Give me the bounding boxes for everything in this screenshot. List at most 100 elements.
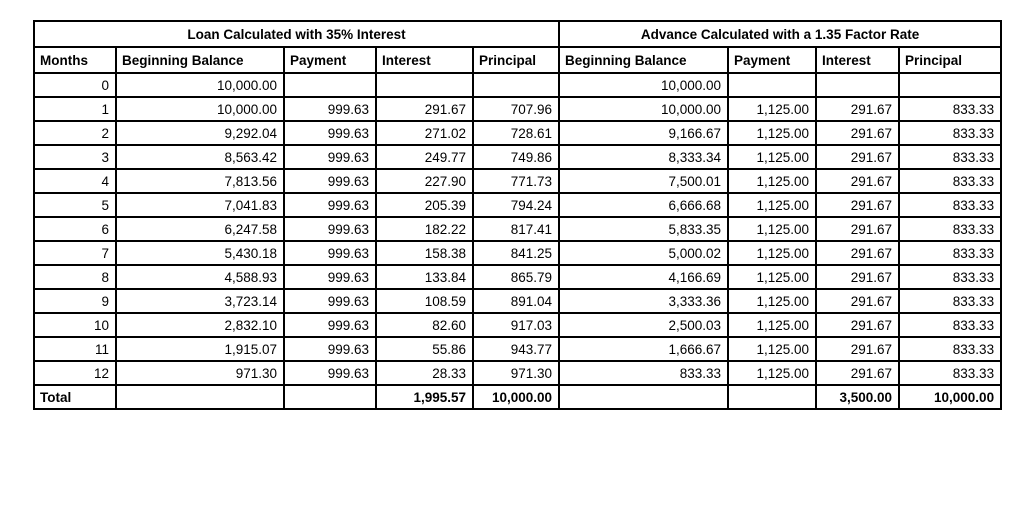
value-cell: 108.59 <box>375 288 474 314</box>
loan-vs-advance-comparison: Loan Calculated with 35% Interest Advanc… <box>32 20 1003 410</box>
value-cell: 5,833.35 <box>558 216 730 242</box>
value-cell: 833.33 <box>558 360 730 386</box>
value-cell <box>283 72 377 98</box>
table-row: 9 3,723.14 999.63 108.59 891.04 3,333.36 1,125… <box>33 288 1003 314</box>
value-cell: 7,041.83 <box>115 192 285 218</box>
value-cell: 1,125.00 <box>727 312 818 338</box>
value-cell: 999.63 <box>283 336 377 362</box>
value-cell: 291.67 <box>815 264 901 290</box>
value-cell: 291.67 <box>815 96 901 122</box>
value-cell: 3,333.36 <box>558 288 730 314</box>
value-cell: 291.67 <box>815 360 901 386</box>
month-cell: 11 <box>33 336 117 362</box>
value-cell: 8,333.34 <box>558 144 730 170</box>
value-cell: 1,125.00 <box>727 216 818 242</box>
column-header-loan-beginning-balance: Beginning Balance <box>115 46 285 74</box>
value-cell: 291.67 <box>815 240 901 266</box>
value-cell: 9,166.67 <box>558 120 730 146</box>
table-row: 6 6,247.58 999.63 182.22 817.41 5,833.35 1,125… <box>33 216 1003 242</box>
value-cell: 4,166.69 <box>558 264 730 290</box>
value-cell: 28.33 <box>375 360 474 386</box>
column-header-loan-principal: Principal <box>471 46 561 74</box>
value-cell: 1,666.67 <box>558 336 730 362</box>
value-cell: 999.63 <box>283 288 377 314</box>
value-cell: 891.04 <box>471 288 561 314</box>
table-row: 7 5,430.18 999.63 158.38 841.25 5,000.02 1,125… <box>33 240 1003 266</box>
month-cell: 10 <box>33 312 117 338</box>
right-section-title: Advance Calculated with a 1.35 Factor Ra… <box>558 20 1003 48</box>
value-cell: 205.39 <box>375 192 474 218</box>
value-cell: 999.63 <box>283 144 377 170</box>
value-cell: 4,588.93 <box>115 264 285 290</box>
value-cell: 3,500.00 <box>815 384 901 410</box>
value-cell: 817.41 <box>471 216 561 242</box>
section-title-row: Loan Calculated with 35% Interest Advanc… <box>32 20 1003 48</box>
value-cell <box>815 72 901 98</box>
value-cell: 271.02 <box>375 120 474 146</box>
value-cell: 999.63 <box>283 312 377 338</box>
value-cell <box>375 72 474 98</box>
value-cell: 1,125.00 <box>727 240 818 266</box>
value-cell: 971.30 <box>471 360 561 386</box>
value-cell: 833.33 <box>898 264 1003 290</box>
table-row: 0 10,000.00 10,000.00 <box>33 72 1003 98</box>
value-cell: 1,125.00 <box>727 360 818 386</box>
value-cell: 865.79 <box>471 264 561 290</box>
column-header-loan-payment: Payment <box>283 46 377 74</box>
value-cell: 999.63 <box>283 264 377 290</box>
month-cell: 12 <box>33 360 117 386</box>
value-cell <box>558 384 730 410</box>
value-cell: 999.63 <box>283 120 377 146</box>
value-cell: 749.86 <box>471 144 561 170</box>
value-cell: 999.63 <box>283 240 377 266</box>
value-cell: 8,563.42 <box>115 144 285 170</box>
value-cell <box>283 384 377 410</box>
value-cell: 1,995.57 <box>375 384 474 410</box>
value-cell: 833.33 <box>898 360 1003 386</box>
value-cell: 10,000.00 <box>115 96 285 122</box>
value-cell: 917.03 <box>471 312 561 338</box>
value-cell <box>115 384 285 410</box>
value-cell: 291.67 <box>815 336 901 362</box>
table-row: 1 10,000.00 999.63 291.67 707.96 10,000.00 1,1… <box>33 96 1003 122</box>
month-cell: 2 <box>33 120 117 146</box>
value-cell: 9,292.04 <box>115 120 285 146</box>
value-cell: 10,000.00 <box>558 72 730 98</box>
month-cell: 4 <box>33 168 117 194</box>
value-cell: 833.33 <box>898 96 1003 122</box>
left-section-title: Loan Calculated with 35% Interest <box>32 20 561 48</box>
value-cell: 3,723.14 <box>115 288 285 314</box>
value-cell: 10,000.00 <box>471 384 561 410</box>
column-header-advance-interest: Interest <box>815 46 901 74</box>
amortization-table: Loan Calculated with 35% Interest Advanc… <box>32 20 1003 410</box>
value-cell: 1,125.00 <box>727 144 818 170</box>
value-cell: 291.67 <box>815 144 901 170</box>
value-cell: 707.96 <box>471 96 561 122</box>
value-cell: 794.24 <box>471 192 561 218</box>
value-cell: 833.33 <box>898 144 1003 170</box>
month-cell: 6 <box>33 216 117 242</box>
value-cell: 1,125.00 <box>727 264 818 290</box>
value-cell: 1,125.00 <box>727 168 818 194</box>
month-cell: 1 <box>33 96 117 122</box>
table-row: 4 7,813.56 999.63 227.90 771.73 7,500.01 1,125… <box>33 168 1003 194</box>
value-cell: 833.33 <box>898 216 1003 242</box>
value-cell: 999.63 <box>283 168 377 194</box>
value-cell: 55.86 <box>375 336 474 362</box>
value-cell: 833.33 <box>898 288 1003 314</box>
value-cell: 833.33 <box>898 336 1003 362</box>
value-cell: 291.67 <box>375 96 474 122</box>
column-header-advance-payment: Payment <box>727 46 818 74</box>
value-cell: 999.63 <box>283 360 377 386</box>
value-cell: 82.60 <box>375 312 474 338</box>
total-row: Total 1,995.57 10,000.00 3,500.00 10,000.00 <box>33 384 1003 410</box>
month-cell: 8 <box>33 264 117 290</box>
value-cell: 2,832.10 <box>115 312 285 338</box>
month-cell: 0 <box>33 72 117 98</box>
value-cell: 971.30 <box>115 360 285 386</box>
value-cell: 6,247.58 <box>115 216 285 242</box>
value-cell: 10,000.00 <box>558 96 730 122</box>
value-cell: 5,000.02 <box>558 240 730 266</box>
value-cell: 841.25 <box>471 240 561 266</box>
value-cell: 1,125.00 <box>727 336 818 362</box>
